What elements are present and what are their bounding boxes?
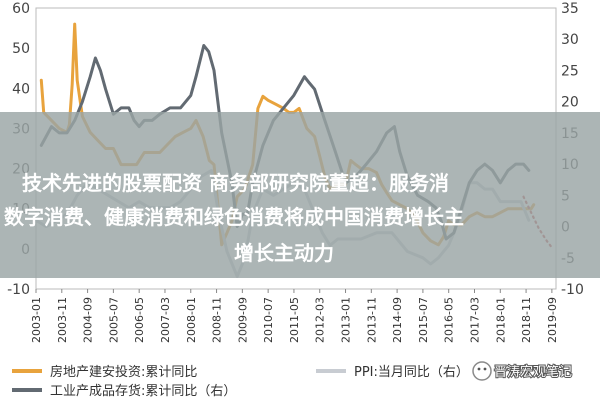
x-tick-label: 2005-07 [107,297,120,343]
y-left-tick-label: 50 [12,41,30,57]
overlay-banner [0,112,600,278]
overlay-line-3: 增长主动力 [234,241,334,265]
x-tick-label: 2003-11 [56,297,69,343]
watermark: 晋涛宏观笔记 [472,361,573,381]
x-tick-label: 2007-03 [159,297,172,343]
legend-label-1: 房地产建安投资:累计同比 [50,364,197,380]
x-axis-ticks: 2003-01 2003-11 2004-09 2005-07 2006-05 2007-… [30,289,559,343]
y-right-tick-label: 25 [561,63,579,79]
legend-label-3: 工业产成品存货:累计同比（右） [50,383,236,399]
x-tick-label: 2013-11 [365,297,378,343]
x-tick-label: 2004-09 [82,297,95,343]
x-tick-label: 2017-03 [468,297,481,343]
x-tick-label: 2013-01 [340,297,353,343]
y-right-tick-label: 20 [561,95,579,111]
overlay-line-2: 数字消费、健康消费和绿色消费将成中国消费增长主 [4,205,464,229]
x-tick-label: 2010-07 [262,297,275,343]
x-tick-label: 2009-09 [236,297,249,343]
x-tick-label: 2012-03 [314,297,327,343]
x-tick-label: 2014-09 [391,297,404,343]
y-right-tick-label: 30 [561,32,579,48]
y-left-tick-label: -10 [7,282,30,298]
y-left-tick-label: 60 [12,1,30,17]
x-tick-label: 2015-07 [417,297,430,343]
x-tick-label: 2008-01 [185,297,198,343]
x-tick-label: 2018-11 [520,297,533,343]
watermark-icon-eye-left [477,367,481,371]
overlay-line-1: 技术先进的股票配资 商务部研究院董超：服务消 [22,171,449,195]
y-right-tick-label: 35 [561,1,579,17]
legend-label-2: PPI:当月同比（右） [354,365,469,380]
x-tick-label: 2019-09 [546,297,559,343]
x-tick-label: 2006-05 [133,297,146,343]
legend: 房地产建安投资:累计同比 工业产成品存货:累计同比（右） PPI:当月同比（右） [12,364,469,399]
watermark-icon [472,361,492,381]
y-left-tick-label: 40 [12,81,30,97]
y-right-tick-label: -10 [561,282,584,298]
watermark-text: 晋涛宏观笔记 [494,364,572,380]
x-tick-label: 2008-11 [211,297,224,343]
x-tick-label: 2011-05 [288,297,301,343]
watermark-icon-eye-right [483,367,487,371]
x-tick-label: 2016-05 [443,297,456,343]
x-tick-label: 2018-01 [494,297,507,343]
x-tick-label: 2003-01 [30,297,43,343]
